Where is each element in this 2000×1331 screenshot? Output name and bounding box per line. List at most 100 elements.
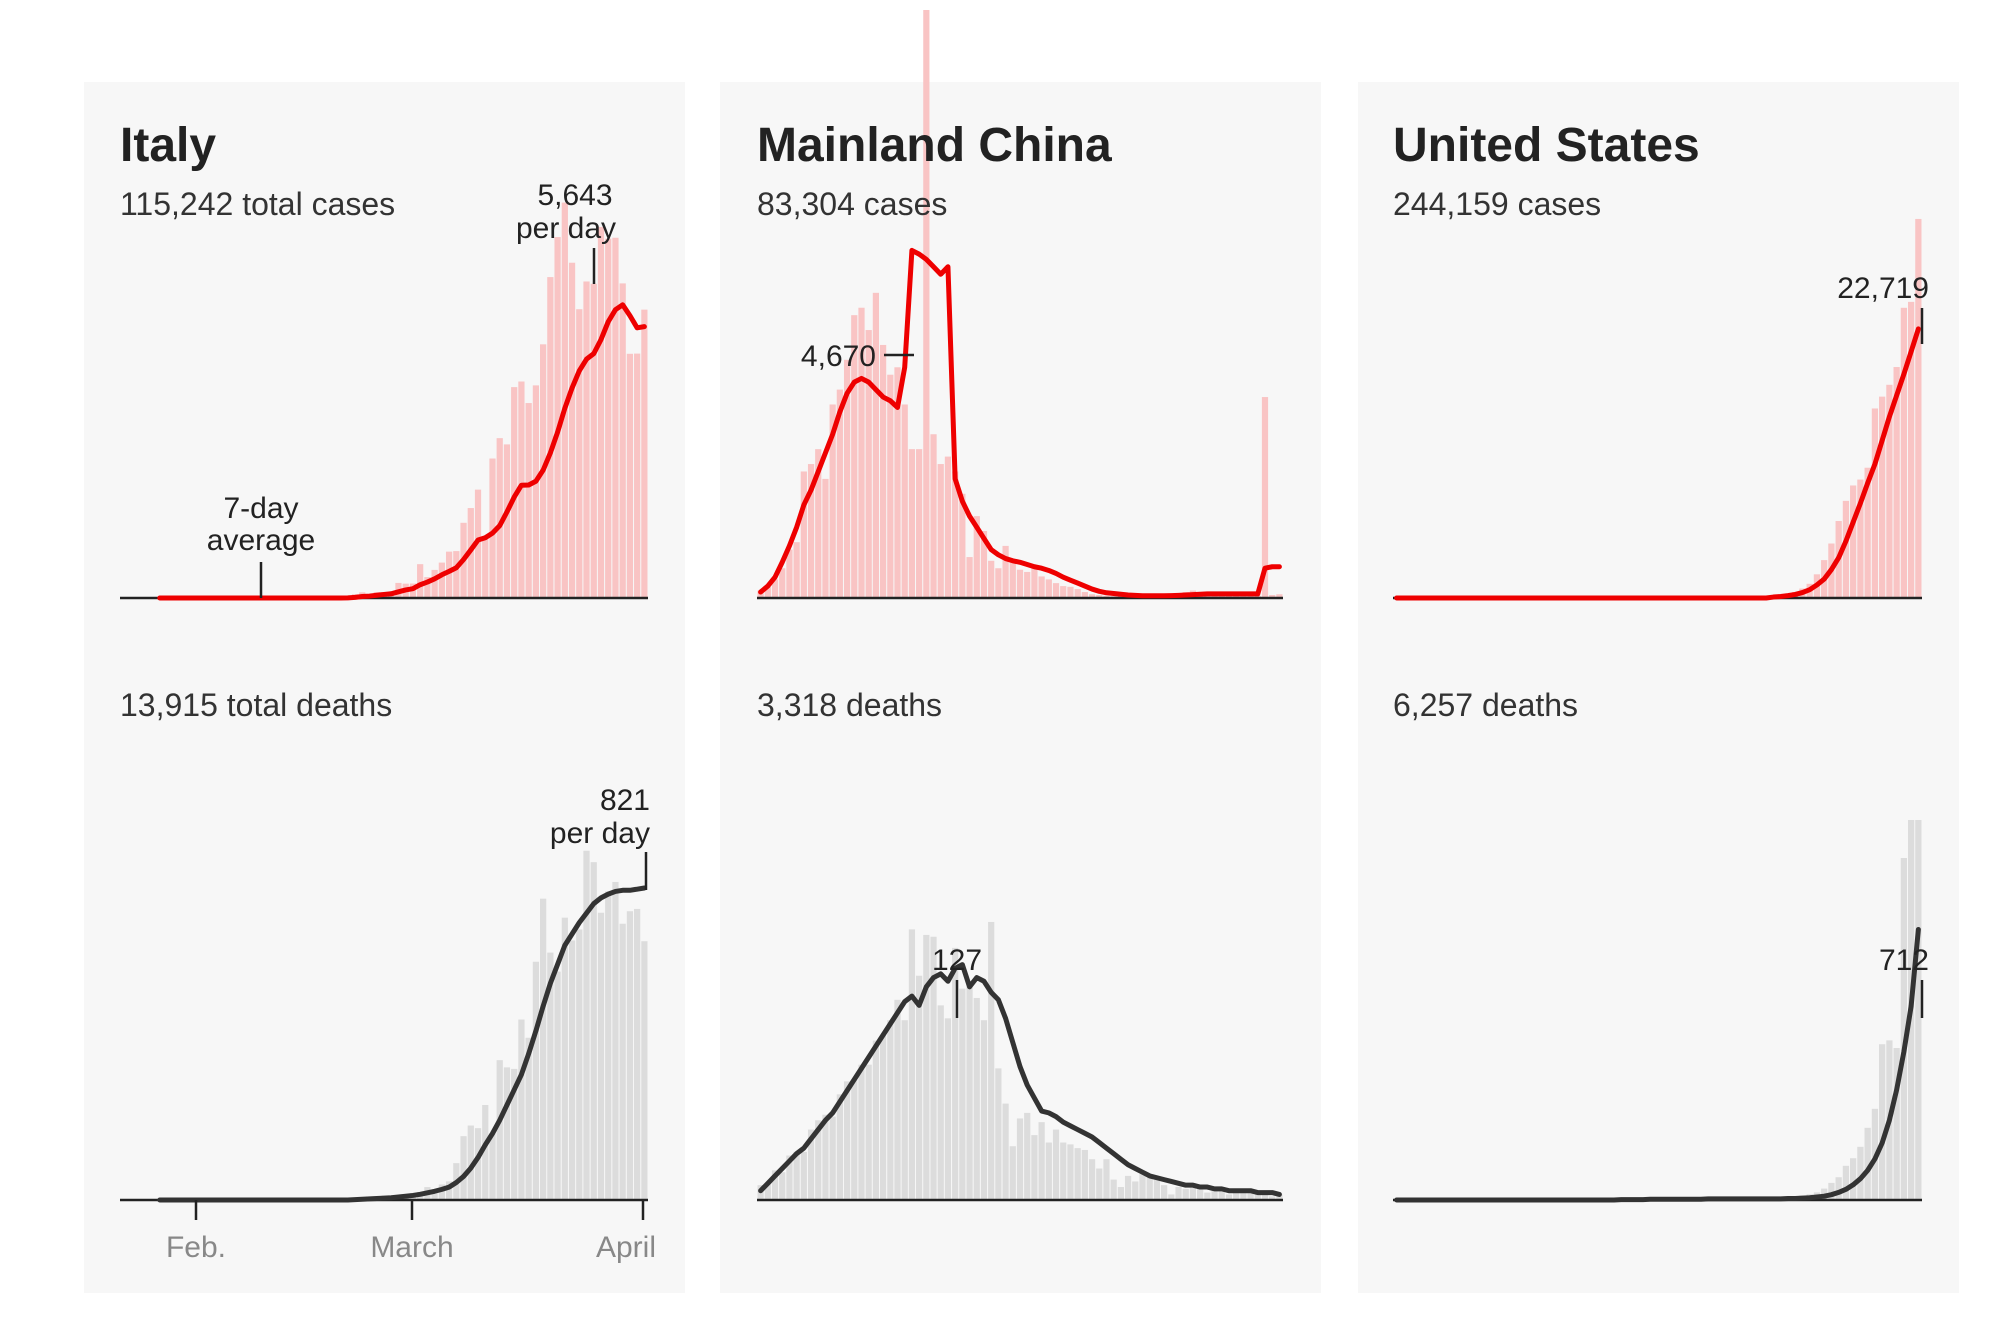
mainland-china-deaths-bar: [1240, 1192, 1247, 1200]
united-states-deaths-average-line: [1394, 926, 1921, 1203]
mainland-china-cases-bar: [1009, 562, 1016, 598]
mainland-china-cases-bar: [980, 531, 988, 598]
italy-deaths-bar: [438, 1184, 445, 1200]
italy-cases-bar: [641, 309, 648, 598]
united-states-cases-bar: [1871, 408, 1879, 598]
mainland-china-cases-bar: [1081, 592, 1088, 598]
mainland-china-cases-bar: [973, 516, 980, 598]
mainland-china-cases-bar: [944, 456, 952, 598]
italy-deaths-peak-unit: per day: [550, 817, 650, 850]
mainland-china-cases-bar: [1052, 583, 1060, 598]
china-deaths-subtitle: 3,318 deaths: [757, 687, 942, 723]
mainland-china-cases-bar: [952, 471, 959, 598]
italy-deaths-bar: [474, 1128, 482, 1200]
us-cases-peak-value: 22,719: [1837, 272, 1929, 305]
mainland-china-deaths-bar: [1009, 1146, 1016, 1200]
x-tick-label-april: April: [596, 1231, 656, 1264]
mainland-china-cases-bar: [916, 449, 923, 598]
x-tick-label-feb: Feb.: [166, 1231, 226, 1264]
italy-cases-bar: [626, 353, 634, 598]
mainland-china-cases-bar: [764, 586, 771, 598]
italy-deaths-subtitle: 13,915 total deaths: [120, 687, 392, 723]
mainland-china-deaths-bar: [843, 1081, 851, 1200]
italy-cases-bar: [597, 226, 605, 598]
mainland-china-deaths-bar: [1031, 1135, 1038, 1200]
mainland-china-deaths-bar: [872, 1040, 879, 1200]
mainland-china-deaths-bar: [959, 988, 966, 1200]
mainland-china-cases-bar: [872, 292, 879, 598]
mainland-china-deaths-bar: [1168, 1194, 1175, 1200]
italy-deaths-bar: [597, 912, 605, 1200]
mainland-china-cases-bar: [879, 344, 887, 598]
mainland-china-deaths-bar: [1117, 1187, 1124, 1200]
mainland-china-cases-bar: [901, 404, 908, 598]
us-cases-subtitle: 244,159 cases: [1393, 186, 1601, 222]
united-states-deaths-bar: [1835, 1177, 1842, 1200]
china-title: Mainland China: [757, 119, 1112, 172]
italy-cases-bar: [634, 353, 641, 598]
mainland-china-deaths-bar: [1132, 1181, 1139, 1200]
mainland-china-deaths-bar: [923, 934, 930, 1200]
italy-deaths-bar: [489, 1133, 496, 1200]
mainland-china-cases-bar: [771, 579, 779, 598]
italy-cases-bar: [417, 564, 424, 598]
italy-deaths-bar: [641, 941, 648, 1200]
mainland-china-deaths-bar: [829, 1116, 836, 1200]
mainland-china-deaths-bar: [1211, 1188, 1218, 1200]
united-states-deaths-bar: [1900, 858, 1908, 1200]
mainland-china-cases-bar: [1276, 594, 1283, 598]
mainland-china-cases-bar: [923, 10, 930, 598]
mainland-china-deaths-bar: [1161, 1185, 1168, 1200]
mainland-china-cases-bar: [1038, 576, 1045, 598]
united-states-deaths-bar: [1842, 1165, 1850, 1200]
mainland-china-cases-bar: [937, 464, 944, 598]
italy-cases-bar: [496, 438, 503, 598]
mainland-china-deaths-bar: [1045, 1142, 1052, 1200]
mainland-china-cases-bar: [1016, 569, 1024, 598]
italy-deaths-bar: [460, 1136, 467, 1200]
mainland-china-deaths-bar: [786, 1155, 793, 1200]
italy-average-label-line2: average: [207, 524, 315, 557]
mainland-china-cases-bar: [822, 478, 829, 598]
us-title: United States: [1393, 119, 1700, 172]
united-states-cases-bar: [1908, 301, 1915, 598]
italy-cases-bar: [554, 237, 561, 598]
italy-deaths-bar: [590, 862, 597, 1200]
mainland-china-cases-bar: [1074, 589, 1081, 598]
mainland-china-cases-bar: [793, 542, 800, 598]
italy-deaths-bar: [634, 908, 641, 1200]
italy-cases-bar: [619, 283, 626, 598]
mainland-china-deaths-bar: [879, 1035, 887, 1200]
italy-deaths-bar: [511, 1068, 518, 1200]
united-states-cases-bar: [1842, 500, 1850, 598]
mainland-china-deaths-bar: [894, 999, 901, 1200]
mainland-china-cases-bar: [1247, 595, 1254, 598]
mainland-china-deaths-bar: [1225, 1194, 1233, 1200]
mainland-china-cases-bar: [1002, 545, 1009, 598]
mainland-china-deaths-bar: [1261, 1194, 1269, 1200]
mainland-china-deaths-bar: [952, 947, 959, 1200]
italy-cases-bar: [525, 403, 532, 598]
mainland-china-deaths-bar: [1218, 1190, 1225, 1200]
mainland-china-cases-bar: [1060, 586, 1067, 598]
italy-deaths-bar: [619, 923, 626, 1200]
mainland-china-deaths-bar: [901, 1020, 908, 1200]
mainland-china-deaths-bar: [1197, 1187, 1204, 1200]
china-deaths-peak-value: 127: [932, 944, 982, 977]
italy-title: Italy: [120, 119, 216, 172]
mainland-china-deaths-bar: [1276, 1194, 1283, 1200]
united-states-deaths-bar: [1850, 1158, 1857, 1200]
mainland-china-deaths-bar: [1060, 1142, 1067, 1200]
mainland-china-deaths-bar: [1081, 1149, 1088, 1200]
mainland-china-deaths-bar: [973, 997, 980, 1200]
italy-average-label-line1: 7-day: [223, 492, 298, 525]
mainland-china-cases-bar: [843, 359, 851, 598]
mainland-china-cases-bar: [865, 330, 872, 598]
italy-deaths-chart: [120, 850, 648, 1203]
mainland-china-cases-bar: [966, 557, 973, 598]
china-cases-peak-value: 4,670: [801, 340, 876, 373]
united-states-cases-bar: [1857, 479, 1864, 598]
china-cases-subtitle: 83,304 cases: [757, 186, 947, 222]
united-states-deaths-bar: [1828, 1182, 1835, 1200]
mainland-china-deaths-bar: [815, 1120, 822, 1200]
